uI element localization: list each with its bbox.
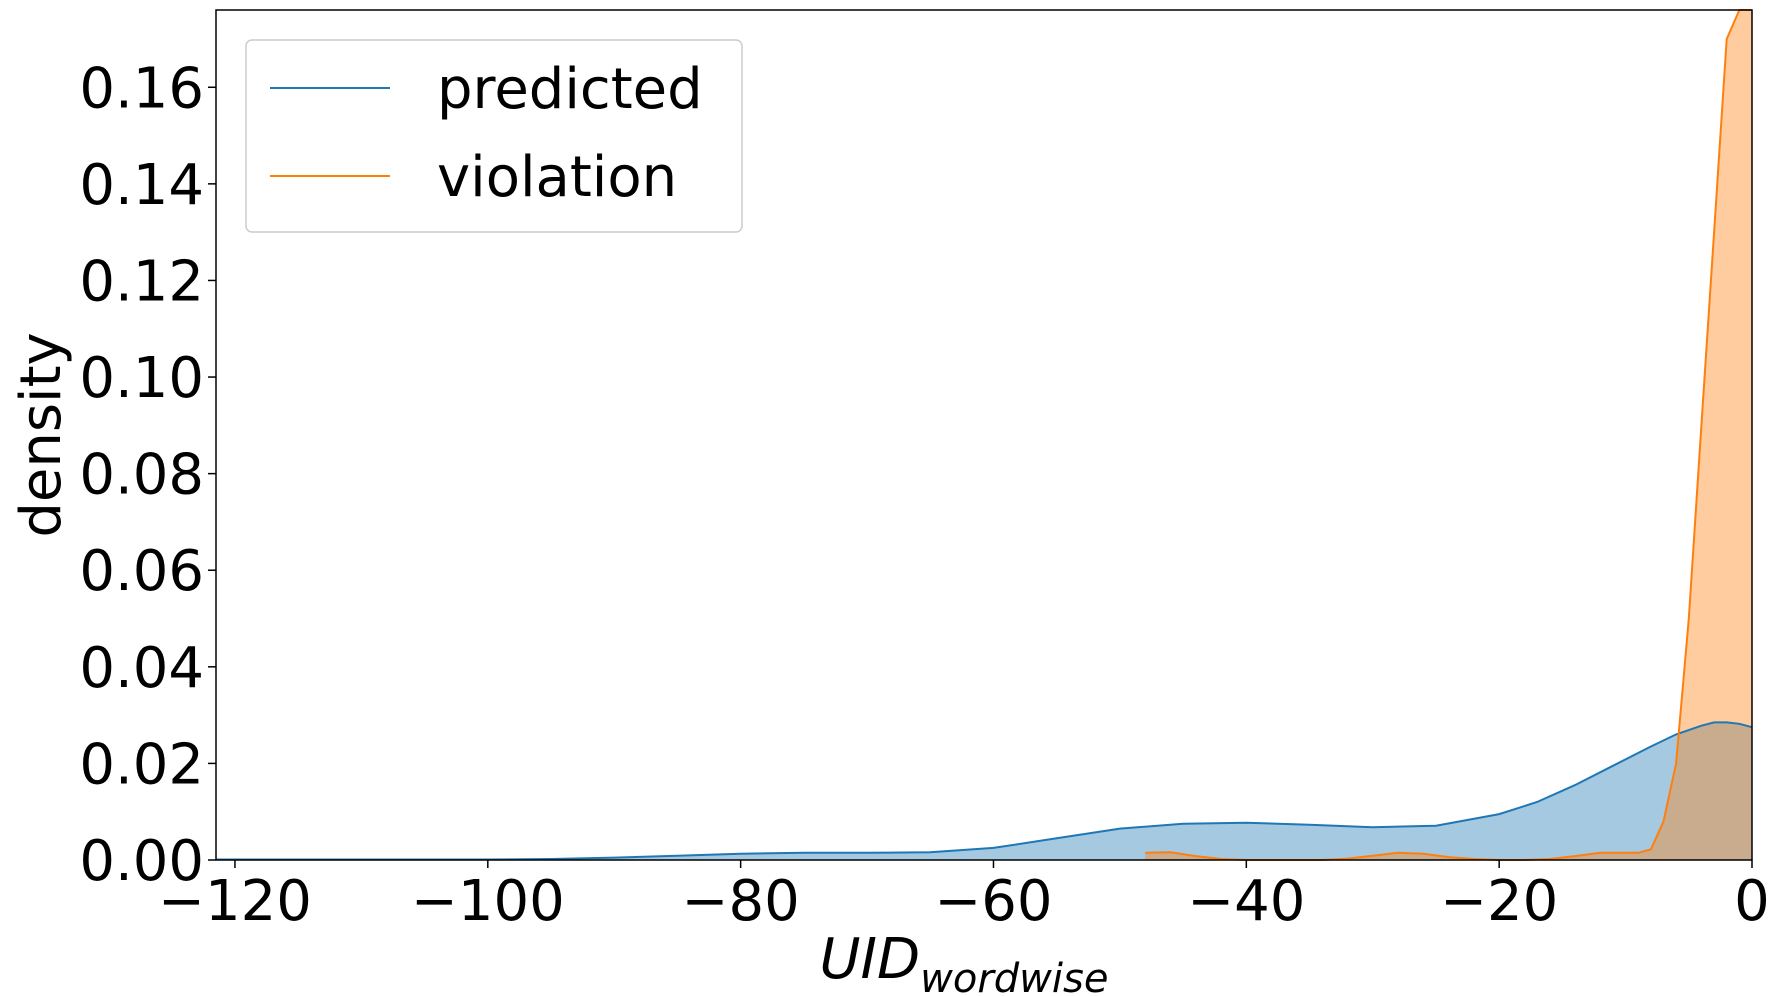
y-tick-label: 0.06	[79, 539, 204, 604]
legend: predicted violation	[245, 39, 743, 233]
series-line-violation	[1145, 9, 1752, 861]
x-tick-label: −20	[1440, 869, 1558, 934]
x-axis-label: UIDwordwise	[820, 927, 1109, 996]
x-tick-label: 0	[1734, 869, 1770, 934]
series-area-predicted	[216, 722, 1752, 860]
y-axis-label: density	[9, 332, 74, 537]
legend-label-predicted: predicted	[437, 57, 703, 122]
y-tick-label: 0.08	[79, 443, 204, 508]
x-tick-label: −40	[1187, 869, 1305, 934]
density-areas	[216, 10, 1752, 860]
series-line-predicted	[216, 721, 1753, 861]
y-tick-label: 0.00	[79, 829, 204, 894]
legend-label-violation: violation	[437, 145, 677, 210]
y-tick-label: 0.14	[79, 153, 204, 218]
y-tick-label: 0.12	[79, 249, 204, 314]
x-axis: −120 −100 −80 −60 −40 −20 0	[158, 860, 1770, 934]
x-tick-label: −60	[934, 869, 1052, 934]
x-axis-label-subscript: wordwise	[920, 956, 1108, 996]
x-tick-label: −100	[411, 869, 565, 934]
plot-frame	[215, 9, 1753, 861]
y-axis: 0.00 0.02 0.04 0.06 0.08 0.10 0.12 0.14 0.16	[79, 56, 216, 894]
x-tick-label: −80	[682, 869, 800, 934]
y-tick-label: 0.10	[79, 346, 204, 411]
x-tick-label: −120	[158, 869, 312, 934]
x-axis-label-main: UID	[820, 927, 921, 992]
y-tick-label: 0.16	[79, 56, 204, 121]
series-area-violation	[1145, 10, 1752, 860]
y-tick-label: 0.04	[79, 636, 204, 701]
y-tick-label: 0.02	[79, 732, 204, 797]
